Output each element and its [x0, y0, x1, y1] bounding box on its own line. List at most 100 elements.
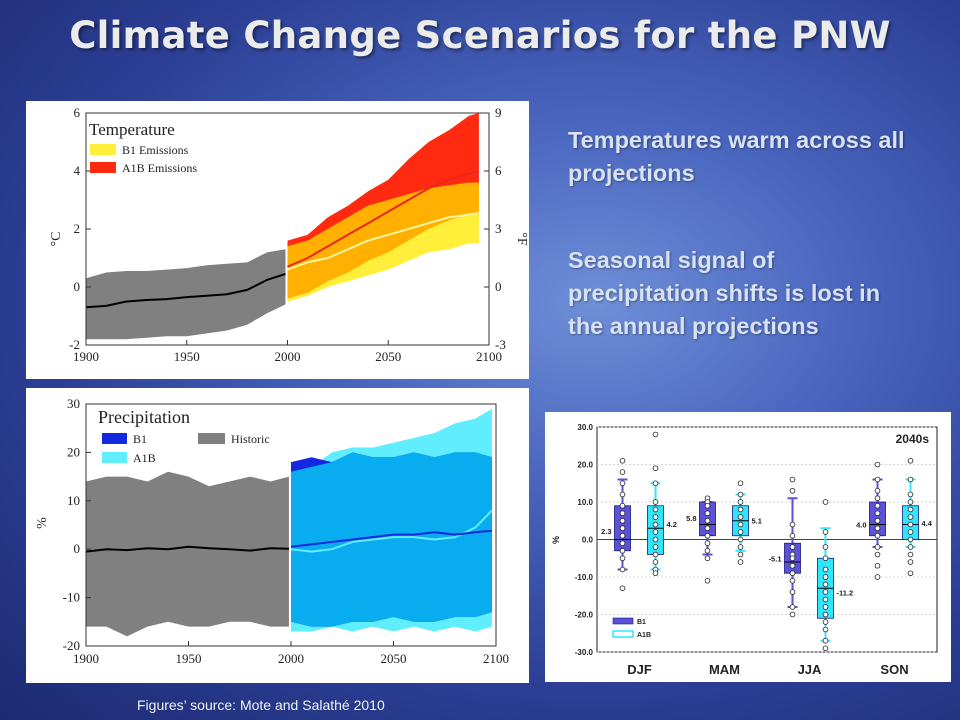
- temperature-plot: 1900 1950 2000 2050 2100 -2 0 2 4 6 -3 0 3 6 9 °C °F Temp…: [49, 105, 529, 364]
- data-point: [907, 536, 914, 543]
- category-label: JJA: [798, 662, 822, 677]
- data-point: [789, 604, 796, 610]
- legend-swatch-a1b: [612, 630, 634, 638]
- data-point: [737, 544, 744, 550]
- data-point: [874, 532, 881, 539]
- data-point: [874, 476, 881, 483]
- data-point: [822, 566, 829, 573]
- data-point: [874, 461, 881, 468]
- chart-title: Precipitation: [98, 407, 190, 427]
- legend-swatch-b1: [90, 144, 116, 155]
- y-tick-label: -20.0: [575, 611, 594, 620]
- data-point: [652, 529, 659, 535]
- data-point: [704, 532, 711, 539]
- y2-tick-label: 3: [495, 221, 502, 236]
- y2-axis-label: °F: [514, 232, 529, 246]
- mean-label: 4.2: [667, 520, 677, 529]
- y-tick-label: -2: [69, 337, 80, 352]
- y-tick-label: -10: [63, 590, 80, 605]
- legend-label-historic: Historic: [231, 432, 270, 446]
- b1-line: [287, 212, 480, 271]
- data-point: [907, 514, 914, 520]
- data-point: [822, 645, 829, 652]
- data-point: [704, 510, 711, 517]
- data-point: [652, 514, 659, 520]
- historic-band: [86, 471, 289, 637]
- y-tick-label: 6: [74, 105, 81, 120]
- legend-label-b1: B1: [133, 432, 147, 446]
- data-point: [737, 506, 744, 513]
- y-axis-label: %: [35, 517, 50, 529]
- data-point: [907, 559, 914, 565]
- data-point: [789, 521, 796, 528]
- x-tick-label: 1900: [73, 349, 99, 364]
- category-label: MAM: [709, 662, 740, 677]
- data-point: [619, 457, 626, 464]
- y-tick-label: 10.0: [577, 498, 593, 507]
- legend-label-a1b: A1B: [133, 451, 156, 465]
- data-point: [652, 521, 659, 528]
- y2-tick-label: -3: [495, 337, 506, 352]
- y-tick-label: 4: [74, 163, 81, 178]
- y2-tick-label: 6: [495, 163, 502, 178]
- data-point: [789, 577, 796, 584]
- data-point: [822, 544, 829, 550]
- data-point: [822, 626, 829, 633]
- data-point: [619, 502, 626, 509]
- seasonal-boxplot-chart: -30.0 -20.0 -10.0 0.0 10.0 20.0 30.0% 2040s 2.3 5…: [545, 412, 951, 682]
- data-point: [737, 559, 744, 565]
- data-point: [652, 570, 659, 577]
- historic-band: [86, 249, 286, 340]
- y-tick-label: 2: [74, 221, 81, 236]
- data-point: [704, 525, 711, 532]
- data-point: [737, 514, 744, 520]
- data-point: [822, 529, 829, 535]
- category-label: DJF: [627, 662, 652, 677]
- data-point: [619, 510, 626, 517]
- data-point: [874, 510, 881, 517]
- y-tick-label: 30: [67, 396, 80, 411]
- mean-label: 5.1: [752, 516, 762, 525]
- data-point: [652, 551, 659, 558]
- data-point: [737, 480, 744, 487]
- data-point: [619, 532, 626, 539]
- data-point: [652, 559, 659, 565]
- legend-swatch-historic: [198, 433, 225, 444]
- data-point: [619, 540, 626, 547]
- data-point: [704, 540, 711, 547]
- data-point: [822, 619, 829, 625]
- legend-swatch-b1: [102, 433, 127, 444]
- historic-line: [85, 545, 289, 553]
- temperature-chart: 1900 1950 2000 2050 2100 -2 0 2 4 6 -3 0 3 6 9 °C °F Temp…: [26, 101, 529, 379]
- legend-swatch-a1b: [90, 162, 116, 173]
- data-point: [874, 517, 881, 524]
- x-tick-label: 1950: [176, 651, 202, 666]
- data-point: [874, 562, 881, 569]
- data-point: [907, 544, 914, 550]
- data-point: [619, 555, 626, 562]
- figure-source: Figures’ source: Mote and Salathé 2010: [137, 697, 385, 713]
- y-tick-label: -10.0: [575, 573, 594, 582]
- data-point: [822, 589, 829, 595]
- data-point: [789, 611, 796, 618]
- y2-tick-label: 0: [495, 279, 502, 294]
- overlap-band: [287, 182, 479, 299]
- data-point: [652, 465, 659, 472]
- data-point: [822, 574, 829, 580]
- data-point: [789, 532, 796, 539]
- data-point: [789, 476, 796, 483]
- data-point: [704, 555, 711, 562]
- precipitation-chart: 1900 1950 2000 2050 2100 -20 -10 0 10 20 30% Precip…: [26, 388, 529, 683]
- a1b-line: [287, 170, 480, 268]
- data-point: [789, 570, 796, 577]
- y-tick-label: -20: [63, 638, 80, 653]
- data-point: [619, 491, 626, 498]
- mean-label: 4.0: [856, 521, 866, 530]
- data-point: [822, 611, 829, 618]
- bullet-temperatures: Temperatures warm across all projections: [568, 127, 905, 186]
- legend-label-b1: B1: [637, 619, 646, 626]
- mean-label: 2.3: [601, 527, 611, 536]
- data-point: [652, 480, 659, 487]
- data-point: [619, 469, 626, 475]
- overlap-band: [291, 452, 492, 627]
